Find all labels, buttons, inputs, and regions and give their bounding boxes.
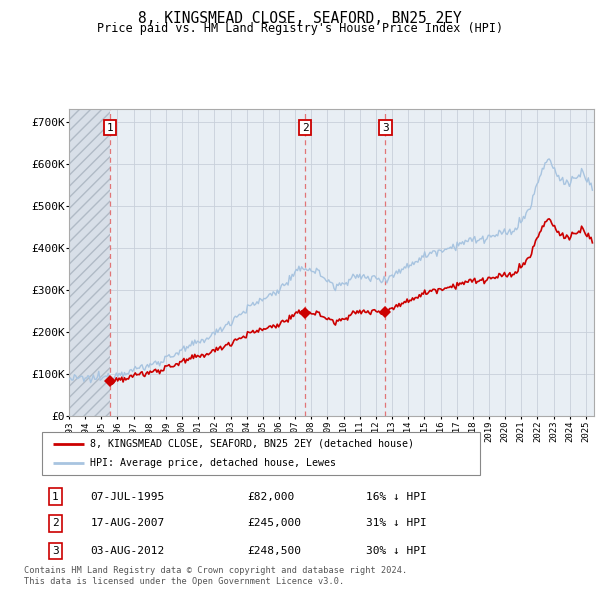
Text: 1: 1 [106, 123, 113, 133]
Text: 8, KINGSMEAD CLOSE, SEAFORD, BN25 2EY (detached house): 8, KINGSMEAD CLOSE, SEAFORD, BN25 2EY (d… [90, 438, 414, 448]
Text: £82,000: £82,000 [247, 491, 295, 502]
Text: 07-JUL-1995: 07-JUL-1995 [91, 491, 165, 502]
Text: Contains HM Land Registry data © Crown copyright and database right 2024.
This d: Contains HM Land Registry data © Crown c… [24, 566, 407, 586]
Text: £245,000: £245,000 [247, 519, 301, 529]
Text: HPI: Average price, detached house, Lewes: HPI: Average price, detached house, Lewe… [90, 458, 336, 468]
Text: 2: 2 [302, 123, 309, 133]
Text: 16% ↓ HPI: 16% ↓ HPI [366, 491, 427, 502]
Text: 3: 3 [52, 546, 59, 556]
Text: 17-AUG-2007: 17-AUG-2007 [91, 519, 165, 529]
Text: £248,500: £248,500 [247, 546, 301, 556]
Text: 31% ↓ HPI: 31% ↓ HPI [366, 519, 427, 529]
Text: 30% ↓ HPI: 30% ↓ HPI [366, 546, 427, 556]
Text: 3: 3 [382, 123, 389, 133]
Text: 8, KINGSMEAD CLOSE, SEAFORD, BN25 2EY: 8, KINGSMEAD CLOSE, SEAFORD, BN25 2EY [138, 11, 462, 25]
Bar [69, 109, 110, 416]
Text: 1: 1 [52, 491, 59, 502]
Text: 2: 2 [52, 519, 59, 529]
Text: 03-AUG-2012: 03-AUG-2012 [91, 546, 165, 556]
Text: Price paid vs. HM Land Registry's House Price Index (HPI): Price paid vs. HM Land Registry's House … [97, 22, 503, 35]
